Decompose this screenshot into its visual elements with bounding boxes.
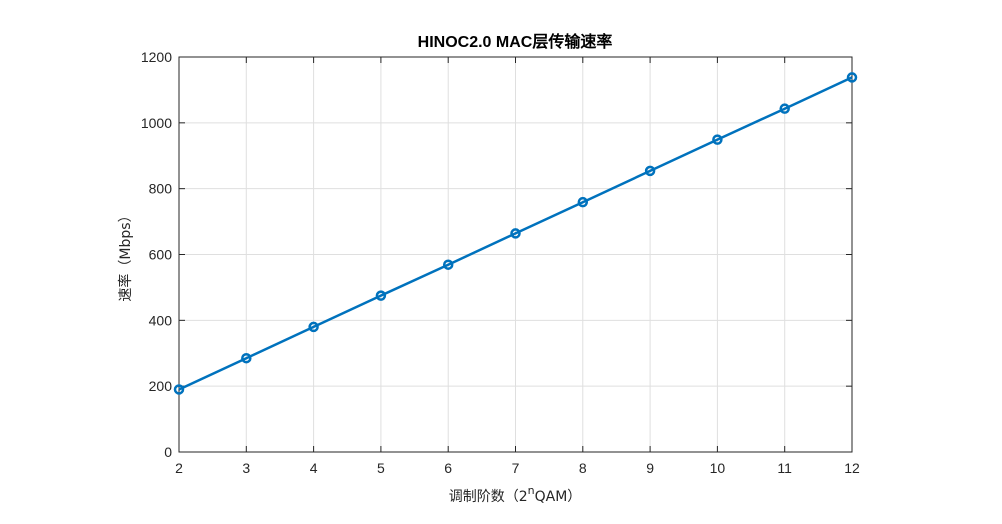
axis-ticks: 2 3 4 5 6 7 8 9 10 11 12 0 200 400 600 800 1000 1200 bbox=[141, 49, 860, 476]
y-tick-label: 0 bbox=[164, 444, 172, 460]
chart-title: HINOC2.0 MAC层传输速率 bbox=[418, 32, 613, 51]
y-tick-label: 1200 bbox=[141, 49, 172, 65]
x-tick-label: 12 bbox=[844, 460, 860, 476]
x-tick-label: 2 bbox=[175, 460, 183, 476]
x-tick-label: 6 bbox=[444, 460, 452, 476]
data-point-marker bbox=[712, 134, 723, 145]
x-tick-label: 5 bbox=[377, 460, 385, 476]
series-line bbox=[178, 76, 853, 391]
x-tick-label: 3 bbox=[242, 460, 250, 476]
x-tick-label: 4 bbox=[310, 460, 318, 476]
x-axis-label-superscript: n bbox=[528, 484, 535, 497]
data-point-marker bbox=[442, 259, 454, 270]
data-point-marker bbox=[308, 321, 319, 333]
y-tick-label: 600 bbox=[149, 247, 173, 263]
x-axis-label-suffix: QAM） bbox=[535, 489, 582, 505]
data-point-marker bbox=[577, 196, 589, 208]
x-tick-label: 7 bbox=[512, 460, 520, 476]
data-point-marker bbox=[779, 103, 790, 114]
data-point-marker bbox=[173, 384, 185, 395]
x-axis-label: 调制阶数（2nQAM） bbox=[449, 484, 582, 505]
y-tick-label: 800 bbox=[149, 181, 173, 197]
data-point-marker bbox=[644, 165, 656, 177]
data-point-marker bbox=[510, 228, 521, 239]
data-point-marker bbox=[846, 72, 858, 83]
y-tick-label: 400 bbox=[149, 312, 173, 328]
x-axis-label-prefix: 调制阶数（2 bbox=[449, 489, 528, 505]
x-tick-label: 9 bbox=[646, 460, 654, 476]
y-tick-label: 1000 bbox=[141, 115, 172, 131]
x-tick-label: 8 bbox=[579, 460, 587, 476]
y-axis-label: 速率（Mbps） bbox=[117, 208, 134, 301]
series-group bbox=[173, 72, 858, 395]
y-tick-label: 200 bbox=[149, 378, 173, 394]
data-point-marker bbox=[241, 352, 252, 364]
x-tick-label: 11 bbox=[777, 460, 792, 476]
data-point-marker bbox=[375, 290, 387, 301]
x-tick-label: 10 bbox=[710, 460, 726, 476]
